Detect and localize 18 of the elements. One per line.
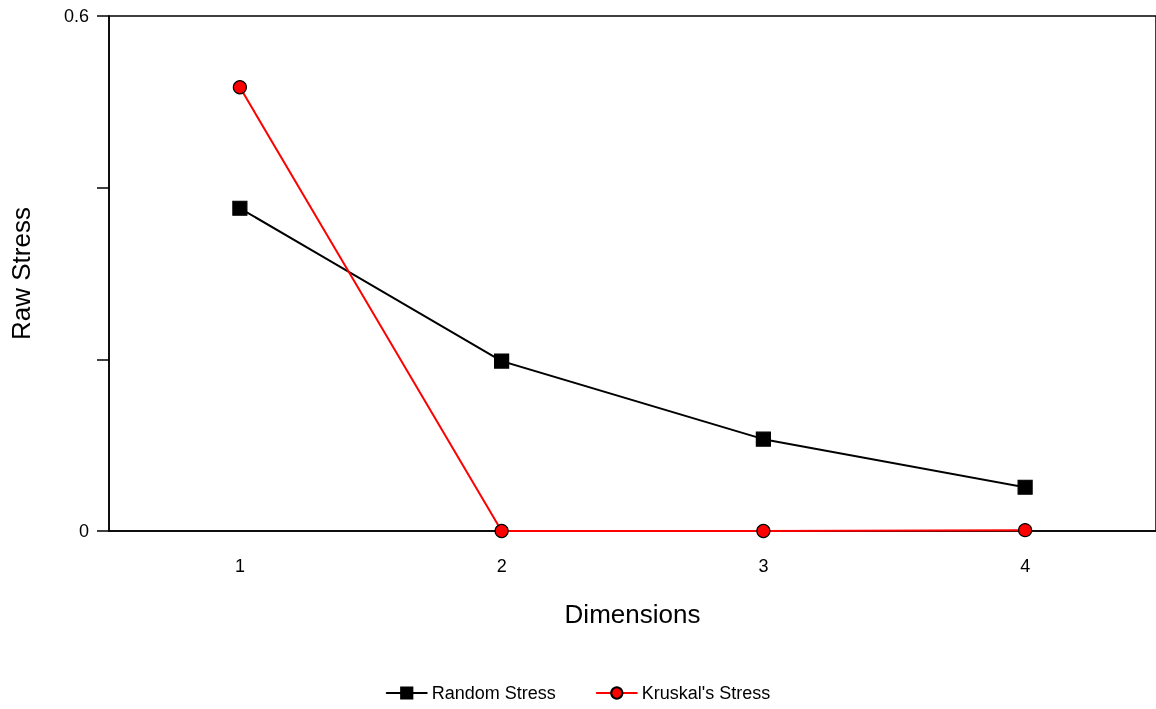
legend-label: Random Stress (431, 683, 556, 703)
y-tick-label: 0 (78, 521, 89, 541)
point (232, 80, 247, 95)
x-tick-label: 3 (758, 556, 769, 576)
point (755, 431, 771, 447)
point (494, 353, 510, 369)
x-tick-label: 4 (1020, 556, 1031, 576)
x-tick-label: 2 (496, 556, 507, 576)
legend-label: Kruskal's Stress (641, 683, 771, 703)
x-axis-title: Dimensions (564, 599, 701, 629)
y-tick-label: 0.6 (63, 6, 89, 26)
point (1017, 479, 1033, 495)
y-axis-title: Raw Stress (6, 207, 36, 340)
point (494, 523, 509, 539)
point (232, 200, 248, 216)
x-tick-label: 1 (234, 556, 245, 576)
point (756, 523, 771, 539)
point (1018, 523, 1033, 538)
